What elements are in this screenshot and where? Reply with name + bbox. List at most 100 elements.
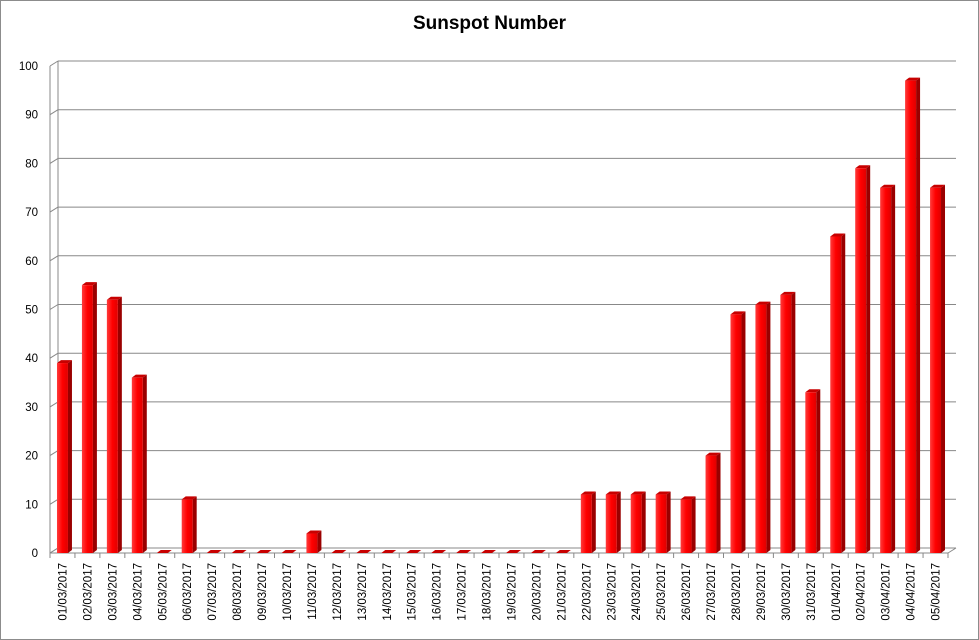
x-tick-label: 24/03/2017 bbox=[631, 563, 643, 621]
bar-front bbox=[106, 299, 118, 553]
bar-top bbox=[356, 550, 372, 553]
bar-top bbox=[306, 530, 322, 534]
bar-front bbox=[930, 187, 942, 553]
x-tick-label: 05/03/2017 bbox=[157, 563, 169, 621]
bar bbox=[306, 530, 322, 553]
bar bbox=[755, 301, 771, 553]
bar-top bbox=[905, 77, 921, 81]
bar bbox=[381, 550, 397, 553]
gridline-diagonal bbox=[49, 450, 59, 457]
bar bbox=[930, 184, 946, 553]
bar-front bbox=[56, 363, 68, 553]
bar-side bbox=[841, 233, 846, 553]
x-tick-label: 10/03/2017 bbox=[282, 563, 294, 621]
bar bbox=[730, 311, 746, 553]
bar bbox=[456, 550, 472, 553]
bar-side bbox=[616, 491, 621, 553]
bar-side bbox=[741, 311, 746, 553]
bar-top bbox=[630, 491, 646, 495]
y-tick-label: 60 bbox=[25, 256, 38, 268]
bar-side bbox=[941, 184, 946, 553]
bar bbox=[256, 550, 272, 553]
bar bbox=[106, 296, 122, 553]
gridline-diagonal bbox=[49, 157, 59, 164]
bar-side bbox=[142, 374, 147, 553]
y-tick-label: 90 bbox=[25, 110, 38, 122]
x-tick-label: 30/03/2017 bbox=[781, 563, 793, 621]
bar-front bbox=[605, 494, 617, 553]
bar bbox=[356, 550, 372, 553]
bar bbox=[805, 389, 821, 553]
bar-top bbox=[56, 360, 72, 364]
bar bbox=[605, 491, 621, 553]
gridline-diagonal bbox=[49, 109, 59, 116]
y-tick-label: 10 bbox=[25, 499, 38, 511]
bar-front bbox=[830, 236, 842, 553]
x-tick-label: 18/03/2017 bbox=[482, 563, 494, 621]
x-tick-label: 02/03/2017 bbox=[82, 563, 94, 621]
x-tick-label: 29/03/2017 bbox=[756, 563, 768, 621]
bar-front bbox=[580, 494, 592, 553]
bar-top bbox=[855, 165, 871, 169]
bar bbox=[830, 233, 846, 553]
bar-top bbox=[555, 550, 571, 553]
bar-front bbox=[630, 494, 642, 553]
bar-side bbox=[766, 301, 771, 553]
bar-front bbox=[306, 533, 318, 553]
x-tick-label: 22/03/2017 bbox=[581, 563, 593, 621]
bar-side bbox=[816, 389, 821, 553]
bar-top bbox=[705, 452, 721, 456]
bar-top bbox=[680, 496, 696, 500]
gridline-diagonal bbox=[49, 498, 59, 505]
bar bbox=[705, 452, 721, 553]
x-tick-label: 25/03/2017 bbox=[656, 563, 668, 621]
bar bbox=[905, 77, 921, 554]
bar bbox=[655, 491, 671, 553]
bar-top bbox=[456, 550, 472, 553]
y-tick-label: 20 bbox=[25, 451, 38, 463]
bar bbox=[181, 496, 197, 553]
bar-side bbox=[916, 77, 921, 554]
bar-side bbox=[67, 360, 72, 553]
bar-side bbox=[192, 496, 197, 553]
bar-side bbox=[891, 184, 896, 553]
y-tick-label: 0 bbox=[32, 548, 38, 560]
x-tick-label: 21/03/2017 bbox=[556, 563, 568, 621]
bar-front bbox=[905, 80, 917, 554]
bar bbox=[780, 291, 796, 553]
x-tick-label: 26/03/2017 bbox=[681, 563, 693, 621]
bar-side bbox=[641, 491, 646, 553]
bar-side bbox=[117, 296, 122, 553]
bar bbox=[481, 550, 497, 553]
bar-top bbox=[655, 491, 671, 495]
bar-top bbox=[530, 550, 546, 553]
bar-top bbox=[880, 184, 896, 188]
bar-side bbox=[666, 491, 671, 553]
bar-top bbox=[805, 389, 821, 393]
bar-top bbox=[431, 550, 447, 553]
bar-front bbox=[805, 392, 817, 553]
bar-top bbox=[505, 550, 521, 553]
x-tick-label: 17/03/2017 bbox=[457, 563, 469, 621]
bar-top bbox=[780, 291, 796, 295]
bar-top bbox=[156, 550, 172, 553]
gridline-diagonal bbox=[49, 206, 59, 213]
tick-labels-layer: 0 10 20 30 40 50 60 70 80 90 100 01/03/2017 02/03/20… bbox=[19, 61, 943, 621]
bar-front bbox=[730, 314, 742, 553]
x-tick-label: 23/03/2017 bbox=[606, 563, 618, 621]
x-tick-label: 11/03/2017 bbox=[307, 563, 319, 620]
y-tick-label: 30 bbox=[25, 402, 38, 414]
bar-front bbox=[855, 168, 867, 553]
bar-top bbox=[106, 296, 122, 300]
bar bbox=[206, 550, 222, 553]
bar-top bbox=[481, 550, 497, 553]
x-tick-label: 03/03/2017 bbox=[107, 563, 119, 621]
bar-top bbox=[281, 550, 297, 553]
bar bbox=[555, 550, 571, 553]
bar-top bbox=[131, 374, 147, 378]
bar bbox=[880, 184, 896, 553]
x-tick-label: 19/03/2017 bbox=[506, 563, 518, 621]
y-tick-label: 70 bbox=[25, 207, 38, 219]
x-tick-label: 28/03/2017 bbox=[731, 563, 743, 621]
x-tick-label: 02/04/2017 bbox=[856, 563, 868, 621]
